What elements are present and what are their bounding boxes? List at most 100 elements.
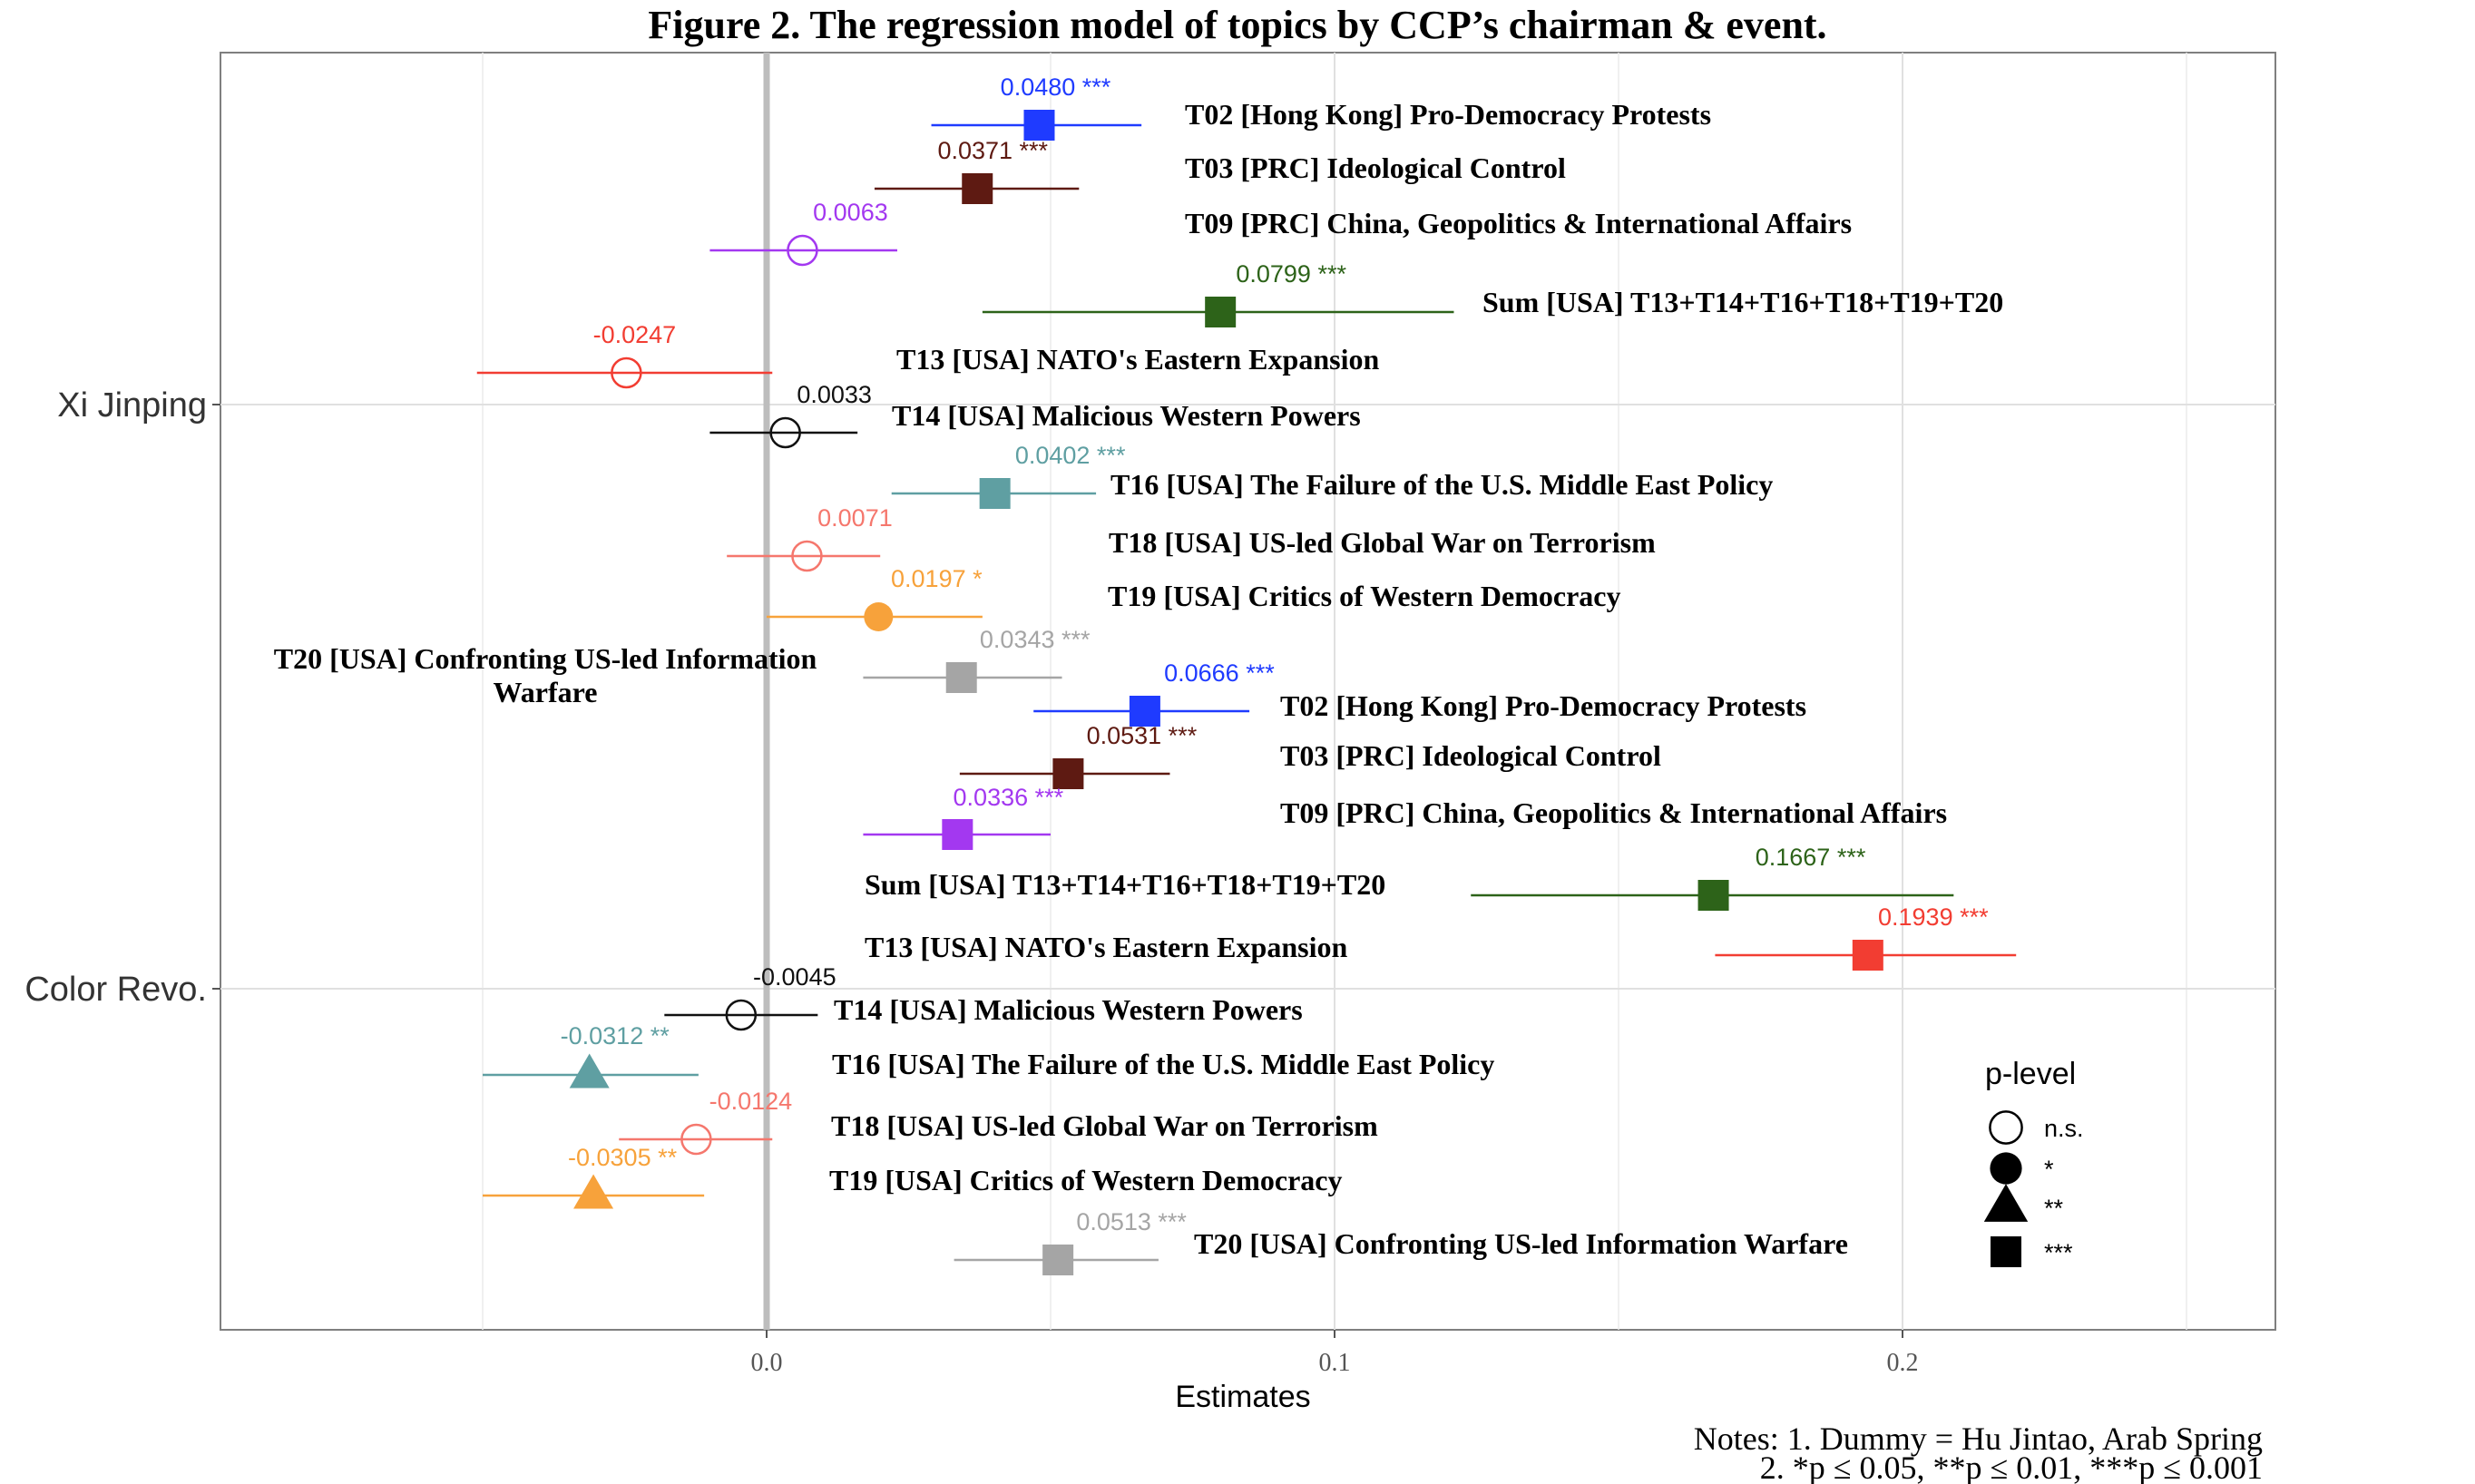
group-label: Color Revo.: [24, 971, 207, 1009]
topic-label: T20 [USA] Confronting US-led Information…: [274, 642, 817, 708]
point-filled-square: [979, 478, 1011, 509]
estimate-label: 0.0063: [813, 199, 888, 226]
legend-item: **: [1983, 1184, 2064, 1222]
estimate-row: 0.0371 *** T03 [PRC] Ideological Control: [874, 137, 1566, 204]
topic-label: T14 [USA] Malicious Western Powers: [834, 993, 1303, 1026]
point-filled-triangle: [1983, 1184, 2029, 1222]
topic-label: Sum [USA] T13+T14+T16+T18+T19+T20: [1482, 286, 2003, 318]
point-filled-square: [1129, 696, 1160, 727]
point-open-circle: [791, 540, 823, 572]
x-axis: 0.0 0.1 0.2: [751, 1330, 1919, 1377]
legend-label: **: [2044, 1195, 2064, 1222]
legend-title: p-level: [1985, 1057, 2076, 1091]
estimate-row: 0.0402 ***T16 [USA] The Failure of the U…: [891, 442, 1773, 509]
estimate-row: -0.0124 T18 [USA] US-led Global War on Te…: [619, 1088, 1378, 1156]
y-axis: Xi Jinping Color Revo.: [24, 386, 220, 1009]
topic-label: T16 [USA] The Failure of the U.S. Middle…: [832, 1048, 1494, 1080]
estimate-label: -0.0305 **: [568, 1144, 678, 1171]
point-filled-triangle: [569, 1053, 610, 1089]
topic-label: T19 [USA] Critics of Western Democracy: [829, 1164, 1342, 1196]
topic-label: T02 [Hong Kong] Pro-Democracy Protests: [1280, 689, 1806, 722]
chart-title: Figure 2. The regression model of topics…: [648, 3, 1826, 47]
estimate-label: 0.0071: [817, 504, 893, 532]
point-filled-square: [942, 819, 973, 850]
point-filled-square: [1023, 110, 1055, 141]
estimate-row: 0.0799 *** Sum [USA] T13+T14+T16+T18+T19+…: [982, 260, 2003, 327]
estimate-label: -0.0247: [593, 321, 677, 348]
estimate-label: 0.0480 ***: [1001, 73, 1111, 101]
estimate-row: -0.0247 T13 [USA] NATO's Eastern Expansio…: [476, 321, 1379, 389]
topic-label: T09 [PRC] China, Geopolitics & Internati…: [1185, 207, 1852, 239]
topic-label: T14 [USA] Malicious Western Powers: [892, 399, 1361, 432]
note-line: Notes: 1. Dummy = Hu Jintao, Arab Spring: [1694, 1421, 2263, 1457]
point-open-circle: [680, 1123, 712, 1156]
point-filled-square: [1991, 1236, 2021, 1267]
estimate-label: 0.0343 ***: [980, 626, 1091, 653]
notes: Notes: 1. Dummy = Hu Jintao, Arab Spring…: [1694, 1421, 2263, 1484]
topic-label: Sum [USA] T13+T14+T16+T18+T19+T20: [865, 868, 1385, 901]
estimate-label: 0.0197 *: [891, 565, 983, 592]
estimate-label: 0.0371 ***: [937, 137, 1048, 164]
estimate-row: 0.1939 *** T13 [USA] NATO's Eastern Expan…: [865, 903, 2017, 971]
point-filled-square: [1697, 880, 1729, 911]
estimate-label: 0.0336 ***: [954, 784, 1064, 811]
estimate-row: -0.0312 ** T16 [USA] The Failure of the U…: [483, 1022, 1494, 1089]
estimate-row: 0.1667 *** Sum [USA] T13+T14+T16+T18+T19+…: [865, 844, 1954, 911]
point-open-circle: [1989, 1110, 2023, 1145]
point-open-circle: [611, 356, 642, 389]
topic-label: T03 [PRC] Ideological Control: [1185, 151, 1566, 184]
legend-item: ***: [1991, 1236, 2073, 1267]
estimate-label: 0.0033: [797, 381, 872, 408]
estimate-row: 0.0336 *** T09 [PRC] China, Geopolitics &…: [863, 784, 1947, 850]
topic-label: T20 [USA] Confronting US-led Information…: [1194, 1227, 1848, 1260]
topic-label: T02 [Hong Kong] Pro-Democracy Protests: [1185, 98, 1711, 131]
point-filled-square: [1042, 1245, 1074, 1275]
point-filled-square: [1852, 940, 1883, 971]
topic-label: T13 [USA] NATO's Eastern Expansion: [896, 343, 1379, 376]
note-line: 2. *p ≤ 0.05, **p ≤ 0.01, ***p ≤ 0.001: [1760, 1450, 2263, 1484]
point-filled-square: [962, 173, 993, 204]
estimate-row: 0.0071 T18 [USA] US-led Global War on Ter…: [727, 504, 1656, 572]
topic-label: T19 [USA] Critics of Western Democracy: [1108, 580, 1620, 612]
x-tick-label: 0.2: [1887, 1349, 1919, 1377]
legend-label: ***: [2044, 1239, 2073, 1266]
estimate-label: 0.0531 ***: [1087, 722, 1198, 749]
topic-label: T13 [USA] NATO's Eastern Expansion: [865, 931, 1347, 963]
group-label: Xi Jinping: [57, 386, 207, 425]
estimate-row: -0.0305 ** T19 [USA] Critics of Western D…: [483, 1144, 1342, 1209]
estimate-row: 0.0343 *** T20 [USA] Confronting US-led I…: [274, 626, 1091, 708]
estimate-label: -0.0045: [753, 963, 836, 991]
estimate-row: 0.0197 * T19 [USA] Critics of Western Dem…: [767, 565, 1620, 631]
estimate-marks: 0.0480 *** T02 [Hong Kong] Pro-Democracy …: [274, 73, 2017, 1275]
estimate-label: -0.0312 **: [561, 1022, 670, 1050]
estimate-label: 0.0513 ***: [1076, 1208, 1187, 1235]
topic-label: T18 [USA] US-led Global War on Terrorism: [1109, 526, 1656, 559]
topic-label: T03 [PRC] Ideological Control: [1280, 739, 1661, 772]
x-tick-label: 0.0: [751, 1349, 783, 1377]
point-open-circle: [769, 416, 801, 449]
topic-label: T09 [PRC] China, Geopolitics & Internati…: [1280, 796, 1947, 829]
legend-item: n.s.: [1989, 1110, 2084, 1145]
point-filled-circle: [1990, 1152, 2022, 1185]
estimate-label: 0.1939 ***: [1878, 903, 1989, 931]
point-filled-square: [1052, 758, 1084, 789]
x-axis-title: Estimates: [1175, 1380, 1310, 1414]
estimate-label: -0.0124: [709, 1088, 793, 1115]
estimate-row: 0.0033 T14 [USA] Malicious Western Powers: [709, 381, 1361, 449]
point-filled-triangle: [573, 1174, 614, 1209]
topic-label: T18 [USA] US-led Global War on Terrorism: [831, 1109, 1378, 1142]
estimate-row: 0.0063 T09 [PRC] China, Geopolitics & Int…: [709, 199, 1852, 267]
legend-label: n.s.: [2044, 1115, 2084, 1142]
estimate-label: 0.0402 ***: [1015, 442, 1126, 469]
estimate-row: 0.0531 *** T03 [PRC] Ideological Control: [959, 722, 1661, 789]
estimate-row: 0.0480 *** T02 [Hong Kong] Pro-Democracy …: [931, 73, 1711, 141]
x-tick-label: 0.1: [1319, 1349, 1351, 1377]
topic-label: T16 [USA] The Failure of the U.S. Middle…: [1110, 468, 1773, 501]
point-filled-circle: [864, 602, 894, 631]
legend-item: *: [1990, 1152, 2054, 1185]
point-open-circle: [725, 999, 758, 1031]
point-filled-square: [1205, 297, 1237, 327]
estimate-row: 0.0513 *** T20 [USA] Confronting US-led I…: [954, 1208, 1848, 1275]
